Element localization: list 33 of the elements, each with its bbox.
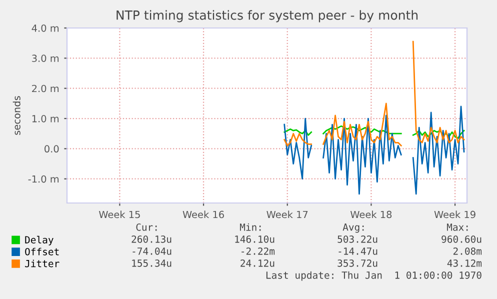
text: 960.60u xyxy=(442,235,482,243)
text: Min: xyxy=(240,223,261,231)
y-tick-label: 3.0 m xyxy=(32,54,59,62)
y-tick-label: -1.0 m xyxy=(28,175,59,183)
text: 260.13u xyxy=(132,235,172,243)
legend-label: Jitter xyxy=(25,260,60,268)
text: -2.22m xyxy=(242,247,275,255)
text: Avg: xyxy=(342,224,364,233)
legend-label: Offset xyxy=(25,248,59,256)
x-tick-label: Week 19 xyxy=(434,210,476,218)
text: Last update: Thu Jan 1 01:00:00 1970 xyxy=(266,271,482,281)
text: 503.22u xyxy=(338,235,378,243)
text: -74.04u xyxy=(132,247,172,255)
y-tick-label: 4.0 m xyxy=(32,24,59,32)
y-tick-label: 2.0 m xyxy=(32,84,59,92)
x-tick-label: Week 18 xyxy=(350,210,392,218)
x-tick-label: Week 17 xyxy=(266,210,308,218)
y-axis-title: seconds xyxy=(12,96,20,135)
text: 24.12u xyxy=(240,259,274,267)
text: 155.34u xyxy=(132,259,172,267)
text: 43.12m xyxy=(447,259,482,267)
text: Max: xyxy=(446,224,468,231)
x-tick-label: Week 15 xyxy=(98,210,140,218)
y-tick-label: 1.0 m xyxy=(32,114,59,122)
y-tick-label: 0.0 xyxy=(44,145,59,153)
text: 2.08m xyxy=(453,247,482,255)
text: 353.72u xyxy=(338,259,378,267)
text: 146.10u xyxy=(235,235,274,243)
text: Cur: xyxy=(136,223,157,231)
legend-label: Delay xyxy=(25,236,54,246)
chart-title: NTP timing statistics for system peer - by month xyxy=(116,10,418,22)
text: -14.47u xyxy=(338,248,378,255)
x-tick-label: Week 16 xyxy=(182,210,224,218)
